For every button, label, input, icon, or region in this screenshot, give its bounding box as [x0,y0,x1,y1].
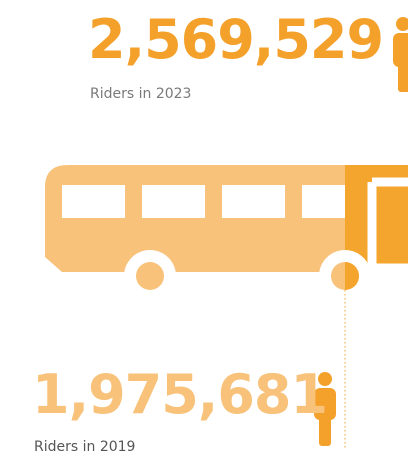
bus [45,165,408,302]
rider-label: Riders in 2023 [90,86,191,102]
rider-count: 1,975,681 [32,368,327,422]
infographic: 2,569,529 Riders in 2023 1,975,681 Rider… [0,0,408,455]
person-icon [393,17,408,92]
rider-label: Riders in 2019 [34,439,135,455]
rider-count: 2,569,529 [88,13,383,67]
